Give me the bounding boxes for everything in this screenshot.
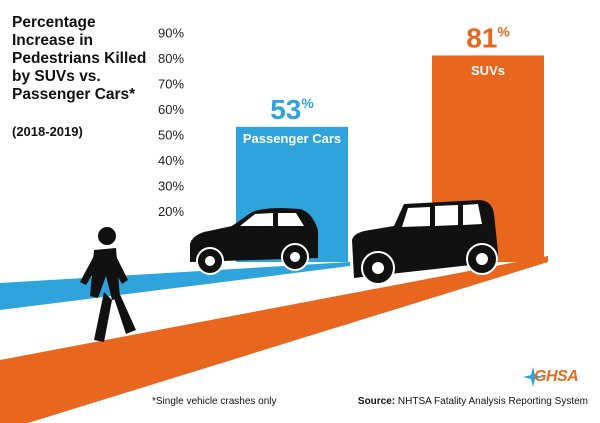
y-tick-label: 30%: [158, 179, 184, 194]
y-tick-label: 80%: [158, 51, 184, 66]
chart-title: Percentage Increase in Pedestrians Kille…: [12, 14, 147, 103]
y-axis-ticks: 20% 30% 40% 50% 60% 70% 80% 90%: [158, 26, 184, 220]
chart-subtitle: (2018-2019): [12, 124, 83, 139]
footnote: *Single vehicle crashes only: [152, 396, 277, 407]
y-tick-label: 60%: [158, 102, 184, 117]
category-label: SUVs: [471, 63, 505, 78]
ghsa-star-icon: [523, 367, 543, 387]
y-tick-label: 20%: [158, 204, 184, 219]
y-tick-label: 90%: [158, 26, 184, 41]
y-tick-label: 70%: [158, 77, 184, 92]
value-labels: 53%81%: [270, 22, 510, 124]
data-label-percent: %: [301, 95, 314, 111]
blue-road: [0, 262, 350, 310]
logo-text: GHSA: [534, 368, 579, 385]
category-label: Passenger Cars: [243, 131, 341, 146]
data-label: 53%: [270, 94, 314, 125]
orange-road: [0, 256, 548, 423]
pedestrian-icon: [80, 227, 136, 342]
data-label-percent: %: [497, 23, 510, 39]
data-label-number: 53: [270, 94, 301, 125]
y-tick-label: 40%: [158, 153, 184, 168]
category-labels: Passenger Cars SUVs: [243, 63, 505, 146]
y-tick-label: 50%: [158, 128, 184, 143]
source-line: Source: NHTSA Fatality Analysis Reportin…: [358, 396, 588, 407]
data-label: 81%: [466, 22, 510, 53]
data-label-number: 81: [466, 22, 497, 53]
source-label: Source:: [357, 396, 396, 407]
passenger-car-icon: [190, 208, 318, 275]
ghsa-logo: GHSA: [522, 366, 592, 390]
road-illustration: [0, 256, 548, 423]
source-text: NHTSA Fatality Analysis Reporting System: [397, 396, 588, 407]
suv-icon: [352, 200, 498, 285]
